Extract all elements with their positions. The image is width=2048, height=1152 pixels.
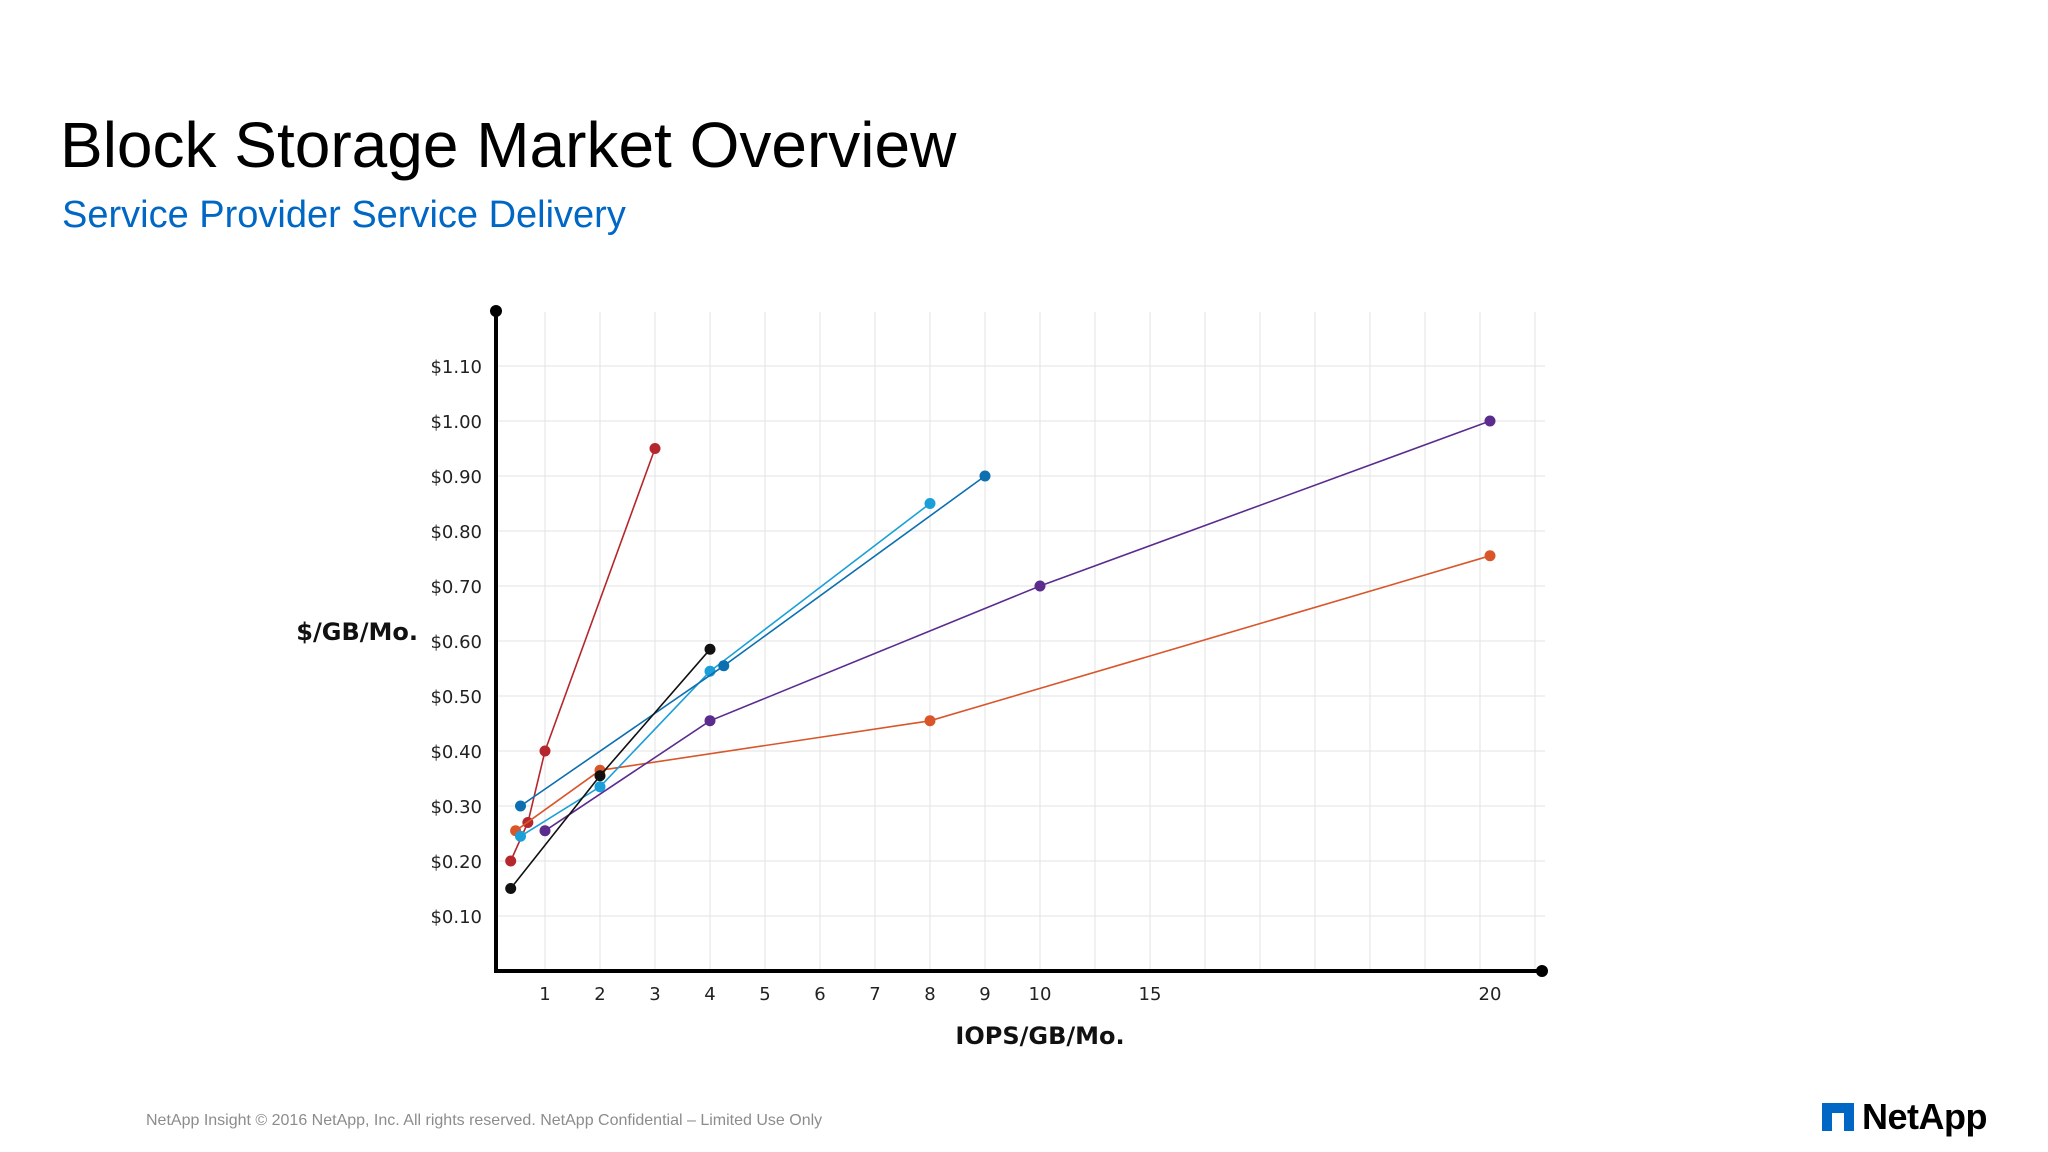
y-tick-label: $0.90	[430, 467, 482, 488]
chart-axes	[490, 305, 1548, 977]
data-point	[979, 470, 991, 482]
y-tick-label: $0.80	[430, 522, 482, 543]
chart-tick-labels: $0.10 $0.20 $0.30 $0.40 $0.50 $0.60 $0.70 $0.80…	[430, 357, 1501, 1005]
x-axis-end-dot	[1536, 965, 1548, 977]
data-point	[649, 443, 661, 454]
y-tick-label: $0.10	[430, 907, 482, 928]
x-tick-label: 7	[869, 984, 880, 1005]
x-tick-label: 3	[649, 984, 660, 1005]
data-point	[594, 781, 606, 793]
data-point	[704, 643, 716, 655]
chart-grid	[496, 312, 1545, 971]
data-point	[1484, 550, 1496, 562]
series-3	[539, 415, 1496, 837]
x-tick-label: 10	[1029, 984, 1052, 1005]
series-line	[520, 502, 931, 837]
series-1	[505, 443, 661, 867]
y-tick-label: $0.40	[430, 742, 482, 763]
data-point	[515, 800, 526, 812]
y-tick-label: $0.20	[430, 852, 482, 873]
y-axis-label: $/GB/Mo.	[296, 618, 418, 646]
netapp-logo: NetApp	[1822, 1096, 1988, 1138]
y-tick-label: $0.30	[430, 797, 482, 818]
data-point	[924, 498, 936, 509]
series-6	[505, 643, 716, 894]
netapp-logo-text: NetApp	[1862, 1096, 1988, 1137]
series-line	[515, 555, 1491, 832]
data-point	[505, 883, 517, 894]
y-tick-label: $1.10	[430, 357, 482, 378]
y-tick-label: $1.00	[430, 412, 482, 433]
data-point	[594, 770, 606, 782]
series-line	[509, 448, 656, 862]
chart-series	[505, 415, 1496, 894]
footer-copyright: NetApp Insight © 2016 NetApp, Inc. All r…	[146, 1112, 823, 1129]
x-tick-label: 6	[814, 984, 825, 1005]
x-tick-label: 15	[1139, 984, 1162, 1005]
data-point	[515, 830, 526, 842]
x-tick-label: 1	[539, 984, 550, 1005]
x-tick-label: 4	[704, 984, 715, 1005]
data-point	[1034, 580, 1046, 592]
data-point	[539, 745, 551, 757]
slide-title: Block Storage Market Overview	[60, 109, 957, 181]
data-point	[718, 660, 730, 672]
x-tick-label: 2	[594, 984, 605, 1005]
y-tick-label: $0.60	[430, 632, 482, 653]
data-point	[539, 825, 551, 837]
x-axis-label: IOPS/GB/Mo.	[955, 1022, 1124, 1050]
data-point	[1484, 415, 1496, 427]
x-tick-label: 8	[924, 984, 935, 1005]
x-tick-label: 20	[1479, 984, 1502, 1005]
netapp-logo-icon	[1822, 1103, 1854, 1131]
data-point	[505, 855, 517, 867]
y-tick-label: $0.50	[430, 687, 482, 708]
x-tick-label: 9	[979, 984, 990, 1005]
series-2	[510, 550, 1496, 837]
slide-subtitle: Service Provider Service Delivery	[62, 194, 626, 236]
series-5	[515, 470, 991, 812]
data-point	[704, 715, 716, 727]
y-tick-label: $0.70	[430, 577, 482, 598]
data-point	[924, 715, 936, 727]
y-axis-end-dot	[490, 305, 502, 317]
x-tick-label: 5	[759, 984, 770, 1005]
series-line	[544, 420, 1491, 832]
